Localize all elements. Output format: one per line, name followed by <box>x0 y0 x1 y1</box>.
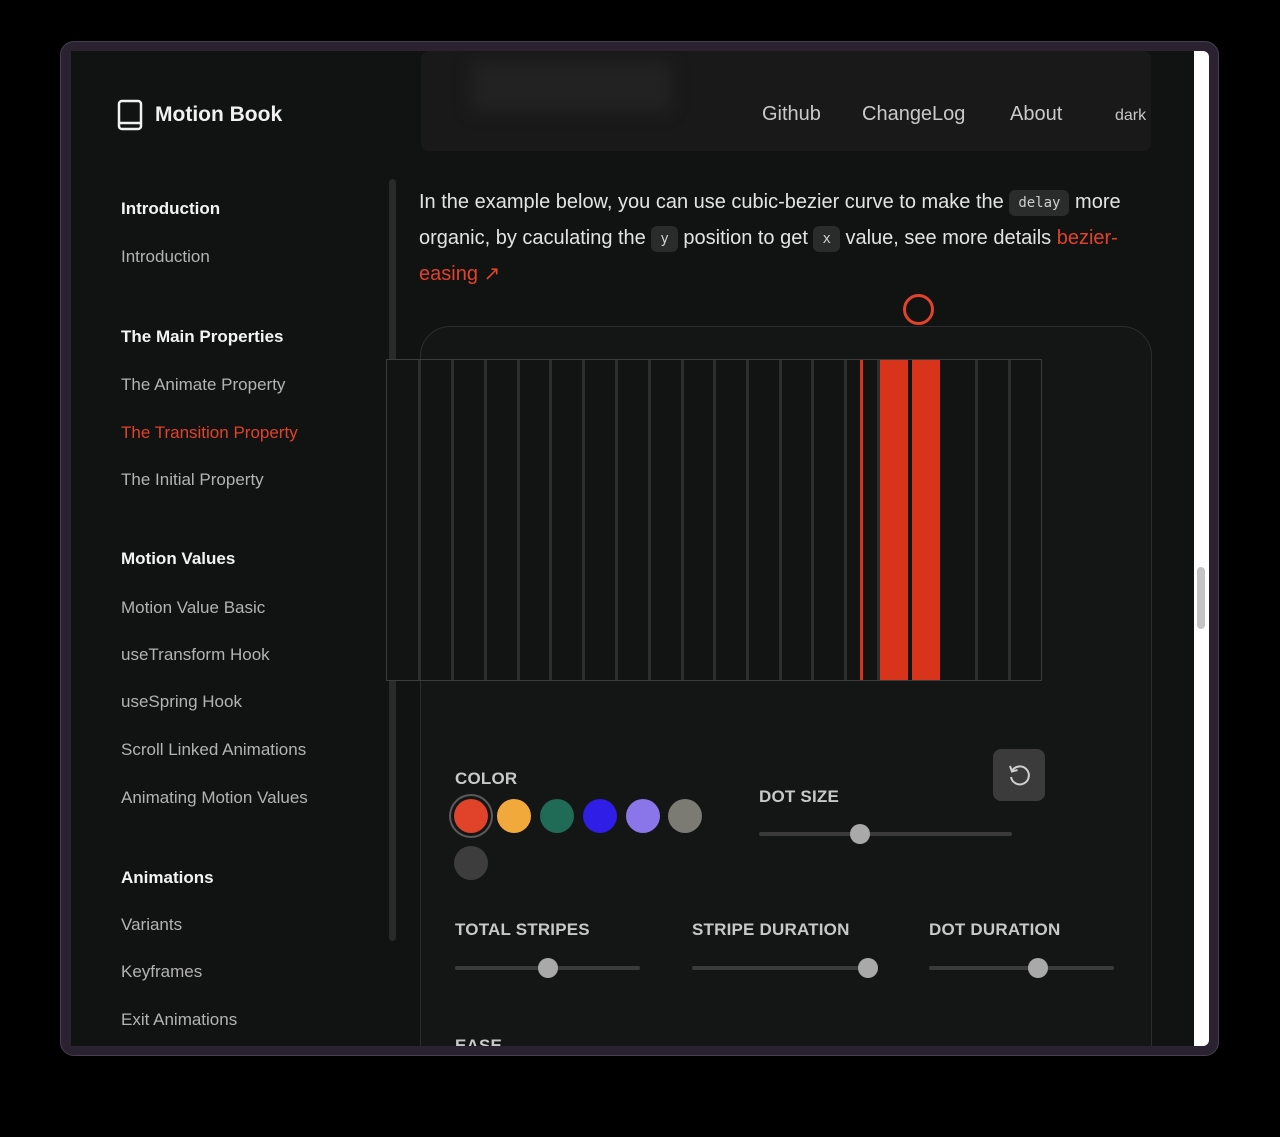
nav-github[interactable]: Github <box>762 103 821 125</box>
header-backdrop <box>421 51 1151 151</box>
dot-size-slider-knob[interactable] <box>850 824 871 844</box>
dot-duration-label: DOT DURATION <box>929 920 1061 939</box>
color-label: COLOR <box>455 769 518 788</box>
stripe <box>975 360 978 680</box>
dot-duration-slider-knob[interactable] <box>1028 958 1049 978</box>
sidebar-item-keyframes[interactable]: Keyframes <box>121 962 203 981</box>
stripe <box>811 360 814 680</box>
paragraph-text-1: In the example below, you can use cubic-… <box>419 191 1004 213</box>
dot-duration-slider[interactable] <box>929 958 1114 978</box>
code-x: x <box>813 226 840 252</box>
stripe <box>549 360 552 680</box>
active-stripe <box>912 360 940 680</box>
page-scrollbar-thumb[interactable] <box>1197 567 1205 629</box>
stripe <box>1008 360 1011 680</box>
color-swatch[interactable] <box>454 846 488 880</box>
stripe <box>681 360 684 680</box>
color-swatch[interactable] <box>583 799 617 833</box>
code-delay: delay <box>1009 190 1070 216</box>
stripe <box>615 360 618 680</box>
site-title: Motion Book <box>155 103 283 126</box>
stripe <box>877 360 880 680</box>
stripe <box>844 360 847 680</box>
total-stripes-slider-knob[interactable] <box>537 958 558 978</box>
ease-label-clip: EASE <box>455 1036 502 1046</box>
sidebar-item-exit-animations[interactable]: Exit Animations <box>121 1010 238 1029</box>
stripe <box>484 360 487 680</box>
sidebar-item-initial-property[interactable]: The Initial Property <box>121 470 264 489</box>
bezier-easing-link[interactable]: bezier-easing ↗ <box>419 227 1118 285</box>
nav-changelog[interactable]: ChangeLog <box>862 103 966 125</box>
sidebar-item-transition-property[interactable]: The Transition Property <box>121 423 298 442</box>
total-stripes-label: TOTAL STRIPES <box>455 920 590 939</box>
sidebar-heading-main-properties: The Main Properties <box>121 327 284 346</box>
theme-toggle[interactable]: dark <box>1115 107 1147 124</box>
paragraph-text-3: position to get <box>683 227 808 249</box>
dot-size-label: DOT SIZE <box>759 787 839 806</box>
stripe <box>713 360 716 680</box>
sidebar-heading-introduction: Introduction <box>121 199 221 218</box>
color-swatch[interactable] <box>668 799 702 833</box>
color-swatch[interactable] <box>626 799 660 833</box>
sidebar-item-motion-value-basic[interactable]: Motion Value Basic <box>121 598 266 617</box>
stripe-duration-slider-knob[interactable] <box>857 958 878 978</box>
page-scrollbar-track[interactable] <box>1194 51 1209 1046</box>
nav-about[interactable]: About <box>1010 103 1063 125</box>
reset-icon <box>1009 765 1030 786</box>
book-icon <box>117 99 143 131</box>
ease-label: EASE <box>455 1036 503 1046</box>
color-swatch[interactable] <box>540 799 574 833</box>
stripe <box>582 360 585 680</box>
stripe-duration-label: STRIPE DURATION <box>692 920 850 939</box>
sidebar-heading-animations: Animations <box>121 868 214 887</box>
color-swatch[interactable] <box>497 799 531 833</box>
total-stripes-slider[interactable] <box>455 958 640 978</box>
sidebar-item-variants[interactable]: Variants <box>121 915 183 934</box>
reset-button[interactable] <box>993 749 1045 801</box>
sidebar-item-usespring-hook[interactable]: useSpring Hook <box>121 692 242 711</box>
sidebar-item-scroll-linked-animations[interactable]: Scroll Linked Animations <box>121 740 307 759</box>
site-logo[interactable]: Motion Book <box>117 99 282 131</box>
stripes-area <box>386 359 1042 681</box>
dot-size-slider[interactable] <box>759 824 1012 844</box>
stripe <box>517 360 520 680</box>
code-y: y <box>651 226 678 252</box>
paragraph-text-4: value, see more details <box>845 227 1052 249</box>
stripe <box>418 360 421 680</box>
active-stripe <box>860 360 863 680</box>
stripe <box>451 360 454 680</box>
content-paragraph: In the example below, you can use cubic-… <box>419 185 1159 292</box>
stripe <box>746 360 749 680</box>
active-stripe <box>880 360 908 680</box>
stripe <box>648 360 651 680</box>
stripe-duration-slider[interactable] <box>692 958 878 978</box>
paragraph-text-2: more organic, by caculating the <box>419 191 1121 249</box>
sidebar-item-animating-motion-values[interactable]: Animating Motion Values <box>121 788 308 807</box>
sidebar-item-usetransform-hook[interactable]: useTransform Hook <box>121 645 270 664</box>
sidebar-item-animate-property[interactable]: The Animate Property <box>121 375 286 394</box>
stripe <box>779 360 782 680</box>
sidebar-item-introduction[interactable]: Introduction <box>121 247 210 266</box>
color-swatch[interactable] <box>454 799 488 833</box>
sidebar-heading-motion-values: Motion Values <box>121 549 236 568</box>
animated-dot <box>903 294 934 325</box>
